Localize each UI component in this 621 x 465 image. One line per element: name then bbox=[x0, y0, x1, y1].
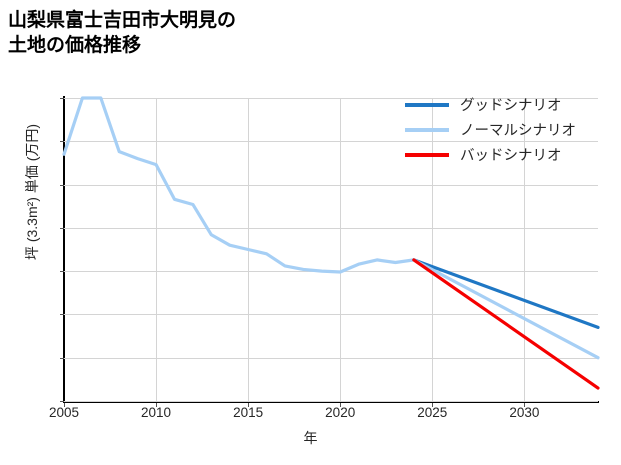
gridline-vertical bbox=[340, 98, 342, 401]
legend-item[interactable]: バッドシナリオ bbox=[405, 142, 610, 167]
gridline-horizontal bbox=[64, 227, 598, 229]
series-line bbox=[62, 96, 416, 274]
page-title: 山梨県富士吉田市大明見の 土地の価格推移 bbox=[8, 10, 237, 57]
chart-legend: グッドシナリオ ノーマルシナリオ バッドシナリオ bbox=[405, 92, 610, 167]
y-axis-spine bbox=[63, 96, 65, 403]
x-tick-label: 2005 bbox=[48, 405, 80, 420]
x-tick-mark bbox=[156, 403, 158, 407]
gridline-horizontal bbox=[64, 357, 598, 359]
legend-item[interactable]: ノーマルシナリオ bbox=[405, 117, 610, 142]
gridline-horizontal bbox=[64, 314, 598, 316]
series-line bbox=[412, 258, 600, 330]
x-axis-label: 年 bbox=[303, 430, 318, 446]
y-tick-mark bbox=[60, 98, 64, 99]
plot-area bbox=[60, 96, 600, 402]
x-tick-mark bbox=[340, 403, 342, 407]
gridline-vertical bbox=[432, 98, 434, 401]
x-axis-spine bbox=[63, 401, 599, 403]
series-lines bbox=[62, 96, 600, 390]
series-line bbox=[412, 258, 600, 360]
x-tick-mark bbox=[248, 403, 250, 407]
legend-label: グッドシナリオ bbox=[460, 98, 562, 114]
legend-color-swatch bbox=[405, 127, 449, 132]
x-tick-label: 2025 bbox=[417, 405, 448, 420]
x-tick-label: 2015 bbox=[233, 405, 264, 420]
x-tick-mark bbox=[432, 403, 434, 407]
y-tick-mark bbox=[60, 184, 64, 186]
x-tick-mark bbox=[524, 403, 526, 407]
y-tick-mark bbox=[60, 357, 64, 359]
gridline-horizontal bbox=[64, 401, 598, 402]
legend-color-swatch bbox=[405, 152, 449, 157]
legend-item[interactable]: グッドシナリオ bbox=[405, 92, 610, 117]
legend-label: バッドシナリオ bbox=[460, 148, 562, 164]
series-line bbox=[412, 258, 600, 390]
y-tick-mark bbox=[60, 271, 64, 273]
x-tick-label: 2030 bbox=[509, 405, 540, 420]
gridline-vertical bbox=[156, 98, 158, 401]
gridline-horizontal bbox=[64, 98, 598, 99]
x-tick-label: 2010 bbox=[141, 405, 172, 420]
gridline-vertical bbox=[524, 98, 526, 401]
gridline-horizontal bbox=[64, 184, 598, 186]
gridline-horizontal bbox=[64, 141, 598, 143]
legend-label: ノーマルシナリオ bbox=[460, 123, 576, 139]
legend-color-swatch bbox=[405, 102, 449, 107]
y-tick-mark bbox=[60, 141, 64, 143]
y-tick-mark bbox=[60, 227, 64, 229]
y-tick-mark bbox=[60, 314, 64, 316]
y-tick-mark bbox=[60, 401, 64, 402]
x-tick-label: 2020 bbox=[325, 405, 356, 420]
y-axis-label: 坪 (3.3m²) 単価 (万円) bbox=[24, 123, 40, 261]
x-tick-mark bbox=[64, 403, 65, 407]
